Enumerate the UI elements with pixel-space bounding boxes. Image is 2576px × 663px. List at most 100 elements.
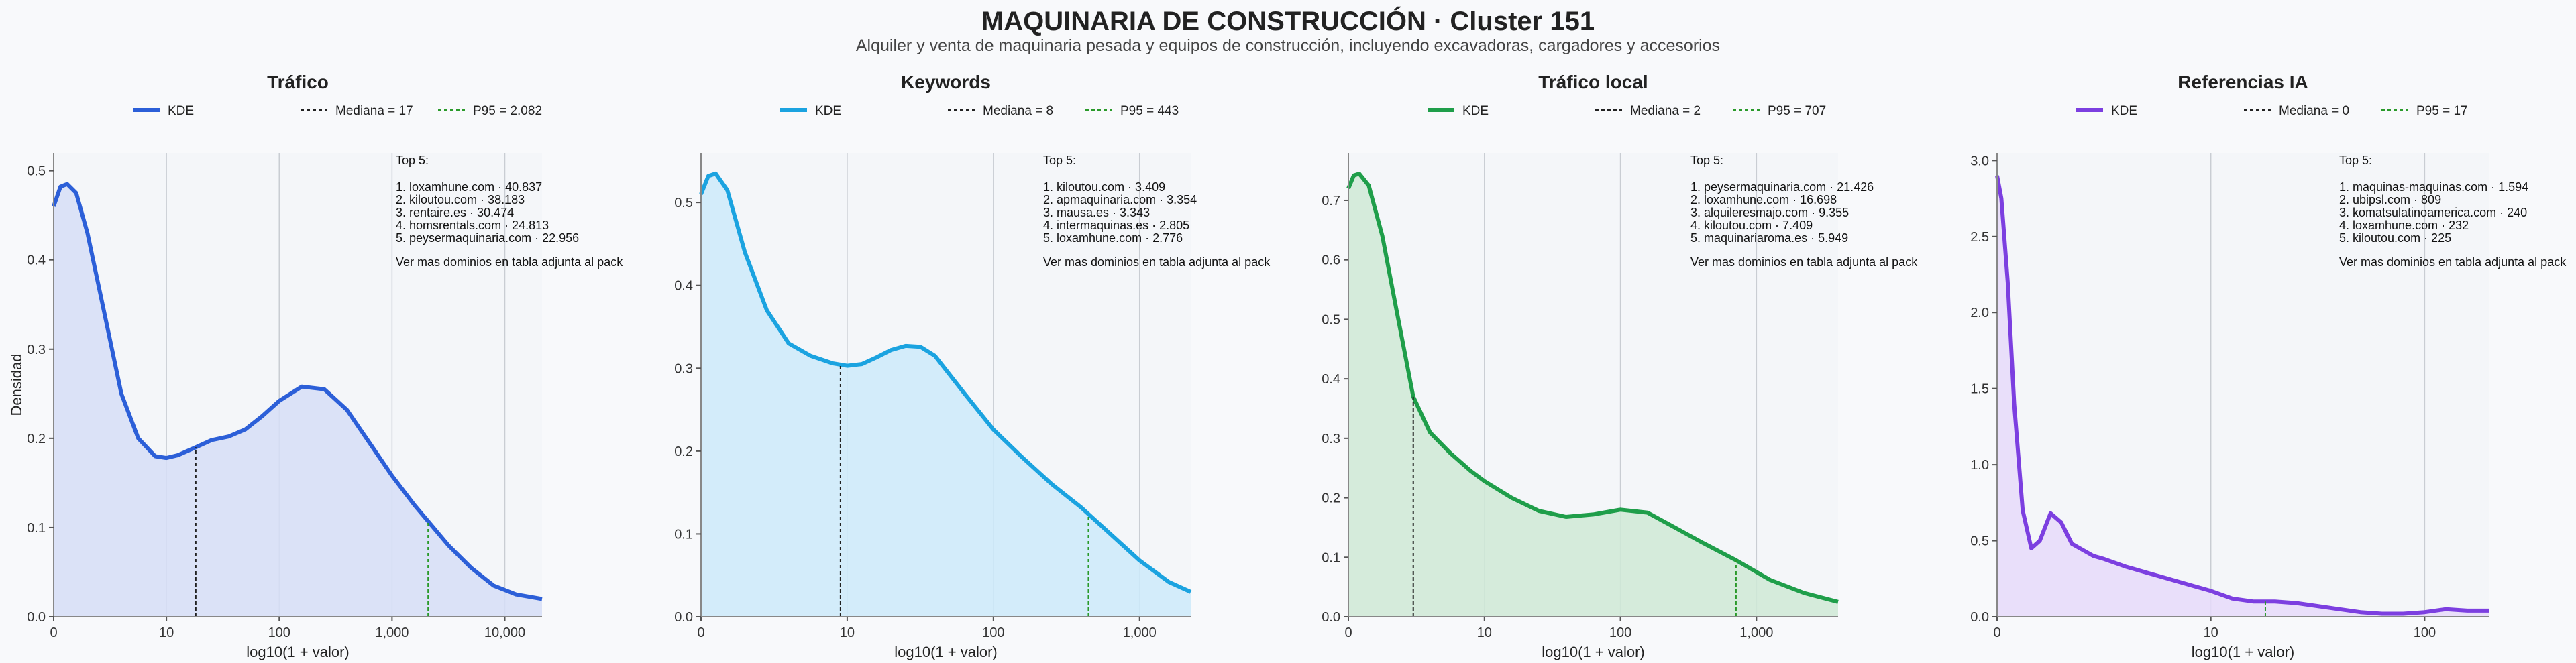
legend-label-median: Mediana = 0 <box>2279 104 2349 118</box>
kde-line <box>1346 172 1839 604</box>
legend-label-kde: KDE <box>815 104 841 118</box>
x-tick-label: 1,000 <box>1123 625 1157 640</box>
y-tick-label: 0.3 <box>674 361 693 376</box>
kde-area <box>54 184 542 617</box>
y-tick-label: 0.0 <box>1322 610 1340 625</box>
top5-item: 5. kiloutou.com · 225 <box>2339 231 2451 245</box>
x-tick-label: 1,000 <box>375 625 409 640</box>
x-tick-label: 100 <box>1609 625 1631 640</box>
x-tick-label: 100 <box>982 625 1004 640</box>
top5-footer-note: Ver mas dominios en tabla adjunta al pac… <box>1690 255 1918 269</box>
y-tick-label: 3.0 <box>1970 154 1989 168</box>
top5-title: Top 5: <box>1690 154 1723 167</box>
top5-footer-note: Ver mas dominios en tabla adjunta al pac… <box>2339 255 2567 269</box>
top5-item: 4. loxamhune.com · 232 <box>2339 219 2469 232</box>
x-tick-label: 1,000 <box>1739 625 1773 640</box>
legend: KDE Mediana = 2 P95 = 707 <box>1428 104 1826 118</box>
y-axis-label: Densidad <box>8 354 25 416</box>
top5-item: 5. peysermaquinaria.com · 22.956 <box>396 231 579 245</box>
legend-label-kde: KDE <box>2111 104 2137 118</box>
y-tick-label: 0.5 <box>1322 312 1340 327</box>
x-tick-label: 0 <box>697 625 704 640</box>
top5-item: 3. alquileresmajo.com · 9.355 <box>1690 206 1849 219</box>
plot-area <box>1997 153 2489 617</box>
legend: KDE Mediana = 8 P95 = 443 <box>780 104 1179 118</box>
top5-footer-note: Ver mas dominios en tabla adjunta al pac… <box>1043 255 1271 269</box>
y-tick-label: 0.2 <box>674 444 693 459</box>
y-tick-label: 0.2 <box>27 432 46 446</box>
legend-label-median: Mediana = 17 <box>335 104 413 118</box>
y-tick-label: 0.0 <box>1970 610 1989 625</box>
x-tick-label: 10,000 <box>484 625 525 640</box>
legend-label-p95: P95 = 17 <box>2416 104 2468 118</box>
top5-title: Top 5: <box>396 154 429 167</box>
figure-subtitle: Alquiler y venta de maquinaria pesada y … <box>855 36 1721 55</box>
kde-area <box>1997 176 2489 617</box>
y-tick-label: 0.7 <box>1322 194 1340 208</box>
top5-item: 4. intermaquinas.es · 2.805 <box>1043 219 1189 232</box>
x-tick-label: 10 <box>840 625 855 640</box>
y-tick-label: 1.5 <box>1970 382 1989 397</box>
legend: KDE Mediana = 17 P95 = 2.082 <box>133 104 542 118</box>
top5-annotation: Top 5: 1. maquinas-maquinas.com · 1.5942.… <box>2339 154 2567 269</box>
top5-item: 2. loxamhune.com · 16.698 <box>1690 193 1837 206</box>
top5-item: 2. apmaquinaria.com · 3.354 <box>1043 193 1197 206</box>
panel-title: Tráfico <box>267 72 329 93</box>
kde-area <box>701 173 1191 617</box>
chart-panel-1: 0.0 0.1 0.2 0.3 0.4 0.5 0 10 100 1,000 10,000 log10… <box>8 72 623 660</box>
x-axis-label: log10(1 + valor) <box>246 644 349 660</box>
kde-line <box>52 182 543 601</box>
kde-area <box>1348 174 1838 617</box>
y-tick-label: 0.4 <box>674 279 693 294</box>
y-tick-label: 0.1 <box>27 521 46 536</box>
figure-title: MAQUINARIA DE CONSTRUCCIÓN · Cluster 151 <box>981 7 1595 36</box>
top5-annotation: Top 5: 1. peysermaquinaria.com · 21.4262.… <box>1690 154 1918 269</box>
y-tick-label: 0.4 <box>27 253 46 268</box>
top5-item: 2. ubipsl.com · 809 <box>2339 193 2441 206</box>
x-tick-label: 100 <box>268 625 290 640</box>
x-tick-label: 10 <box>1477 625 1492 640</box>
legend-label-p95: P95 = 707 <box>1768 104 1826 118</box>
legend-label-median: Mediana = 2 <box>1630 104 1701 118</box>
top5-item: 3. mausa.es · 3.343 <box>1043 206 1150 219</box>
legend-label-p95: P95 = 2.082 <box>473 104 542 118</box>
kde-line <box>1995 175 2489 616</box>
y-tick-label: 0.6 <box>1322 253 1340 268</box>
y-tick-label: 0.0 <box>27 610 46 625</box>
chart-panel-2: 0.0 0.1 0.2 0.3 0.4 0.5 0 10 100 1,000 log10(1 + v… <box>674 72 1271 660</box>
y-tick-label: 1.0 <box>1970 458 1989 473</box>
top5-item: 1. maquinas-maquinas.com · 1.594 <box>2339 180 2528 194</box>
legend-label-kde: KDE <box>1462 104 1489 118</box>
y-tick-label: 0.0 <box>674 610 693 625</box>
x-tick-label: 10 <box>159 625 174 640</box>
y-tick-label: 0.5 <box>674 196 693 210</box>
top5-title: Top 5: <box>1043 154 1076 167</box>
top5-item: 3. komatsulatinoamerica.com · 240 <box>2339 206 2527 219</box>
panel-title: Referencias IA <box>2178 72 2308 93</box>
x-tick-label: 0 <box>1993 625 2000 640</box>
legend-label-p95: P95 = 443 <box>1120 104 1179 118</box>
y-tick-label: 0.2 <box>1322 491 1340 506</box>
y-tick-label: 0.3 <box>27 343 46 357</box>
y-tick-label: 0.4 <box>1322 372 1340 387</box>
top5-footer-note: Ver mas dominios en tabla adjunta al pac… <box>396 255 623 269</box>
x-axis-label: log10(1 + valor) <box>1542 644 1644 660</box>
top5-item: 5. maquinariaroma.es · 5.949 <box>1690 231 1848 245</box>
y-tick-label: 0.1 <box>1322 550 1340 565</box>
top5-item: 5. loxamhune.com · 2.776 <box>1043 231 1183 245</box>
top5-title: Top 5: <box>2339 154 2372 167</box>
top5-item: 4. homsrentals.com · 24.813 <box>396 219 549 232</box>
legend-label-kde: KDE <box>168 104 194 118</box>
top5-item: 4. kiloutou.com · 7.409 <box>1690 219 1813 232</box>
panel-title: Tráfico local <box>1538 72 1648 93</box>
top5-item: 1. loxamhune.com · 40.837 <box>396 180 542 194</box>
legend-label-median: Mediana = 8 <box>983 104 1053 118</box>
y-tick-label: 0.3 <box>1322 432 1340 446</box>
y-tick-label: 0.5 <box>27 164 46 179</box>
y-tick-label: 2.5 <box>1970 230 1989 245</box>
chart-panel-4: 0.0 0.5 1.0 1.5 2.0 2.5 3.0 0 10 100 log10(1 + val… <box>1970 72 2567 660</box>
panel-title: Keywords <box>901 72 991 93</box>
y-tick-label: 0.1 <box>674 527 693 542</box>
